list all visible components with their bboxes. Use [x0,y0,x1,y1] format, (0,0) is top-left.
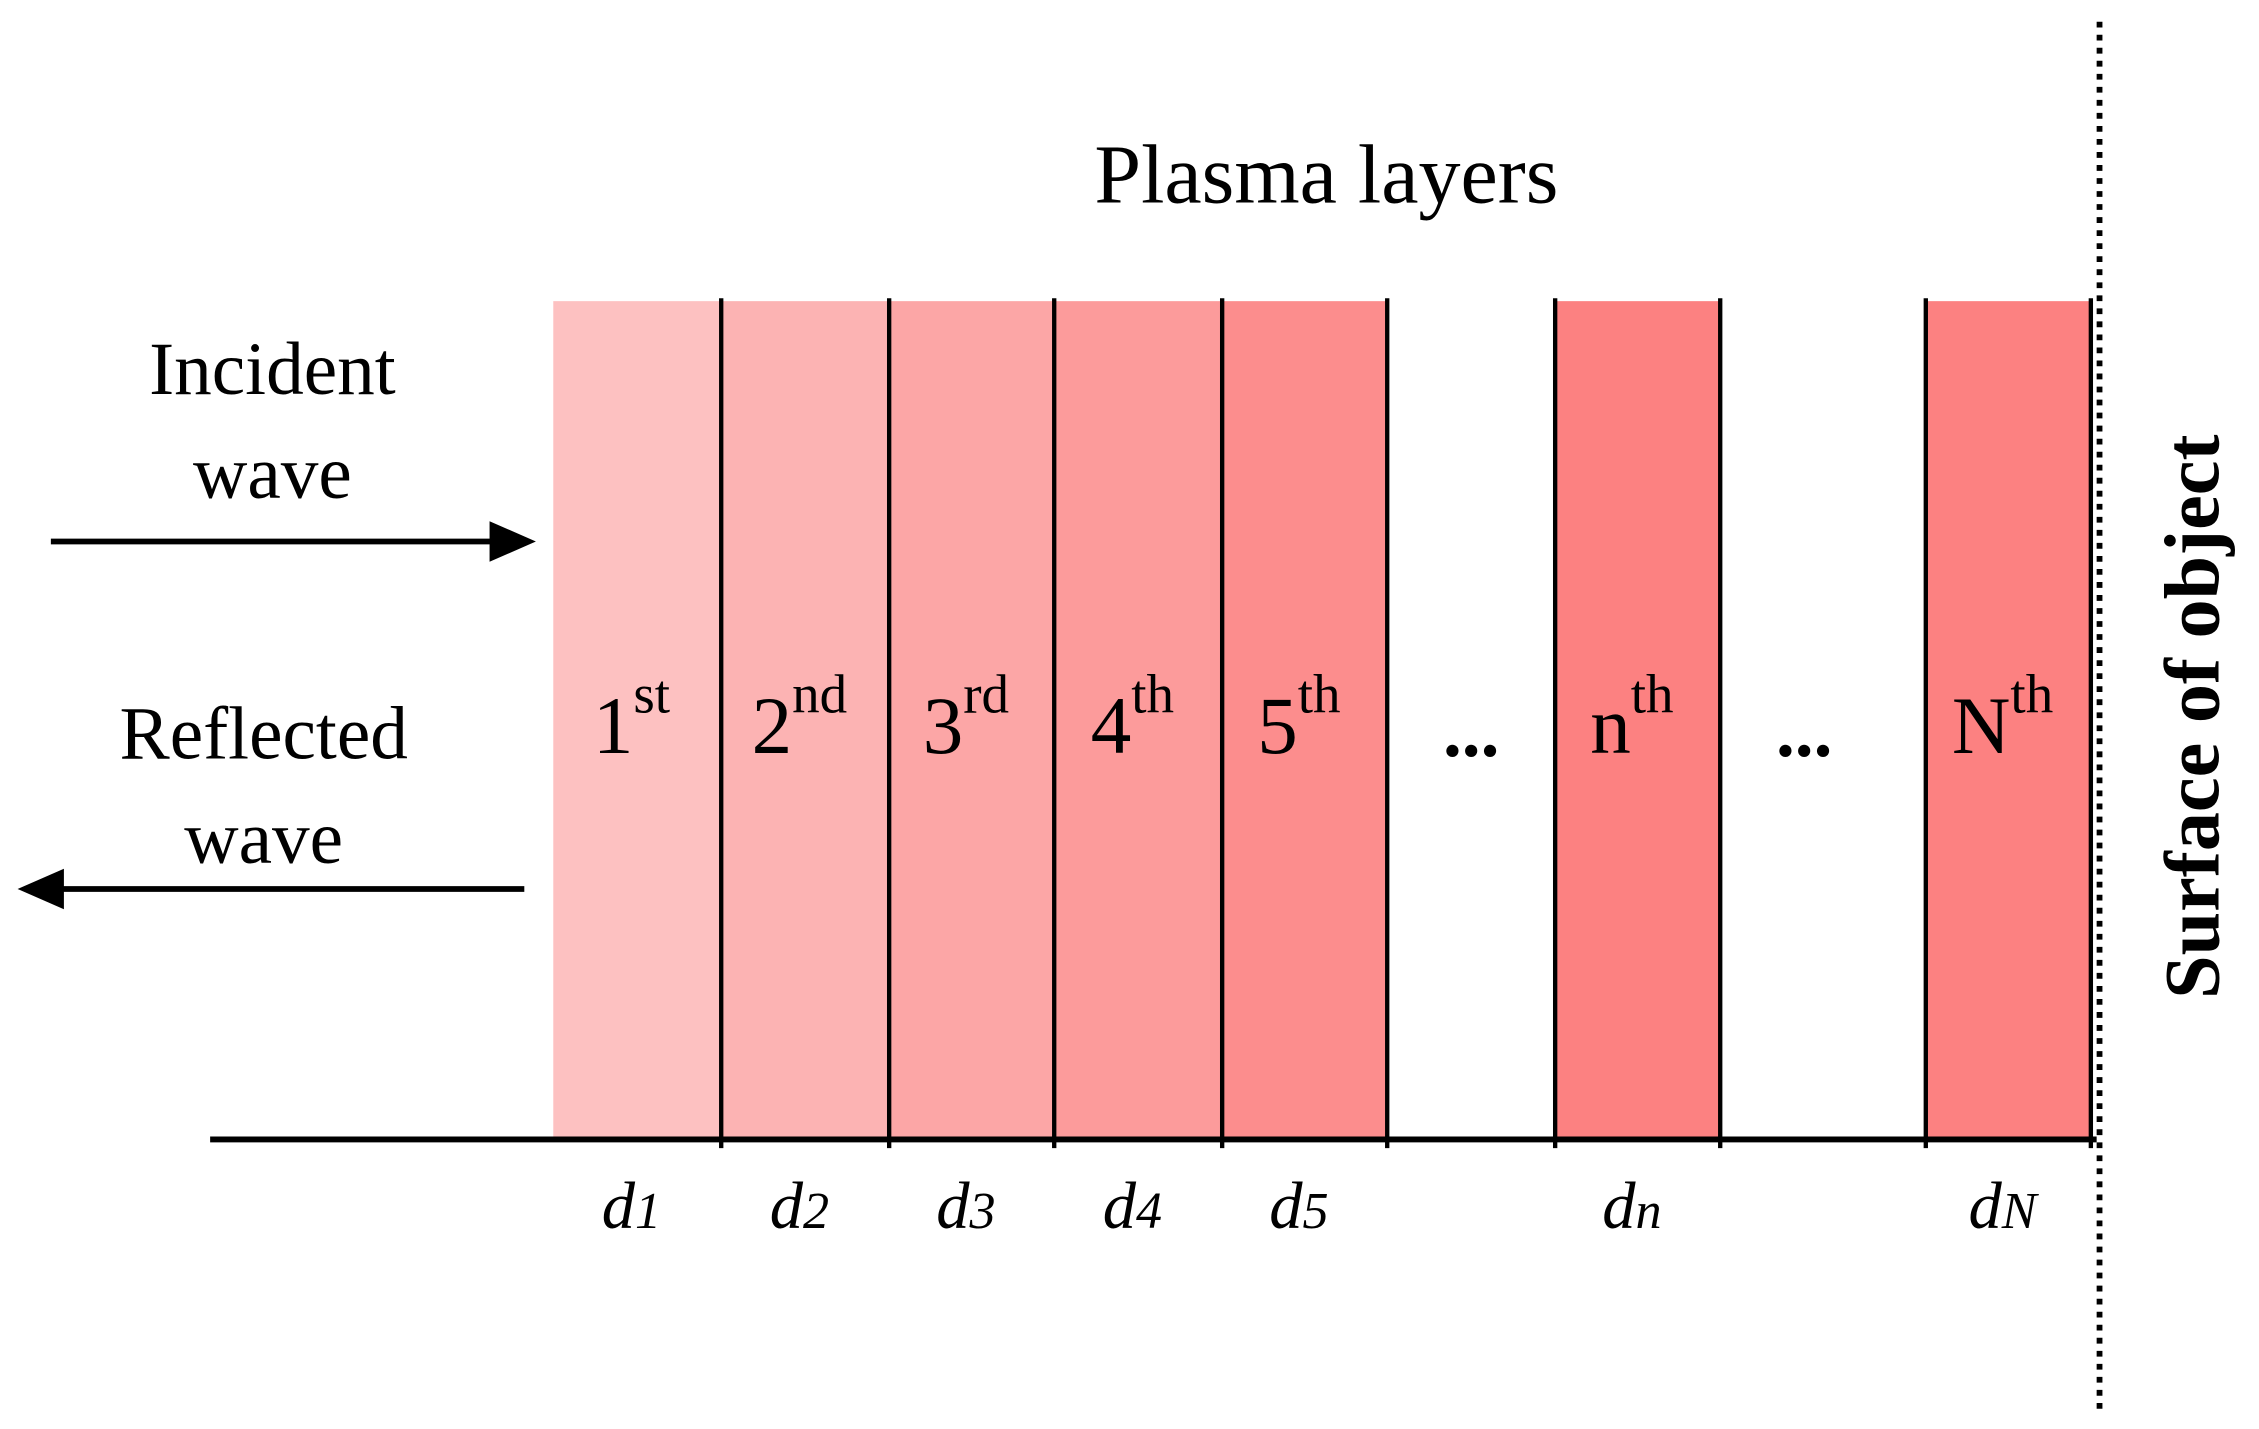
reflected-label: Reflected [120,693,408,776]
thickness-label: d1 [602,1170,661,1243]
ellipsis: ... [1776,690,1832,773]
thickness-symbol: d [602,1170,636,1243]
layer-number: 3 [923,681,964,771]
incident-label: Incident [149,328,396,411]
incident-arrowhead [489,521,536,562]
layer [1054,301,1223,1140]
layer [1555,301,1721,1140]
reflected-label: wave [184,797,343,880]
thickness-label: dn [1602,1170,1661,1243]
layer-label: 5th [1257,663,1340,771]
layer-label: nth [1590,663,1673,771]
thickness-index: 4 [1136,1183,1162,1240]
incident-label: wave [193,432,352,515]
thickness-index: N [2001,1183,2040,1240]
title: Plasma layers [1094,129,1558,222]
layer-suffix: th [1131,663,1174,724]
ellipsis: ... [1443,690,1499,773]
thickness-label: d3 [936,1170,995,1243]
thickness-label: d2 [770,1170,829,1243]
layer-label: 3rd [923,663,1009,771]
layer-label: 4th [1091,663,1174,771]
thickness-symbol: d [1269,1170,1303,1243]
layer-suffix: th [1298,663,1341,724]
thickness-symbol: d [1969,1170,2003,1243]
thickness-symbol: d [1103,1170,1137,1243]
thickness-symbol: d [1602,1170,1636,1243]
thickness-index: 2 [803,1183,829,1240]
thickness-index: 5 [1303,1183,1329,1240]
layer [889,301,1055,1140]
layer-number: 1 [593,681,634,771]
layer-suffix: th [1631,663,1674,724]
thickness-index: n [1636,1183,1662,1240]
thickness-symbol: d [770,1170,804,1243]
thickness-label: d5 [1269,1170,1328,1243]
layer-label: 1st [593,663,670,771]
layer-number: 5 [1257,681,1298,771]
layer-suffix: nd [792,663,847,724]
layer-label: Nth [1952,663,2053,771]
layer [1222,301,1388,1140]
thickness-symbol: d [936,1170,970,1243]
layer-suffix: st [633,663,670,724]
thickness-index: 1 [635,1183,661,1240]
layer [721,301,890,1140]
layer [1925,301,2091,1140]
layer-number: 4 [1091,681,1132,771]
thickness-label: d4 [1103,1170,1162,1243]
thickness-label: dN [1969,1170,2040,1243]
layer [553,301,722,1140]
surface-label: Surface of object [2148,434,2235,998]
layer-number: n [1590,681,1631,771]
thickness-index: 3 [969,1183,996,1240]
layer-label: 2nd [752,663,848,771]
layer-suffix: rd [963,663,1009,724]
layer-number: 2 [752,681,793,771]
reflected-arrowhead [17,868,64,910]
layer-number: N [1952,681,2011,771]
layer-suffix: th [2010,663,2053,724]
